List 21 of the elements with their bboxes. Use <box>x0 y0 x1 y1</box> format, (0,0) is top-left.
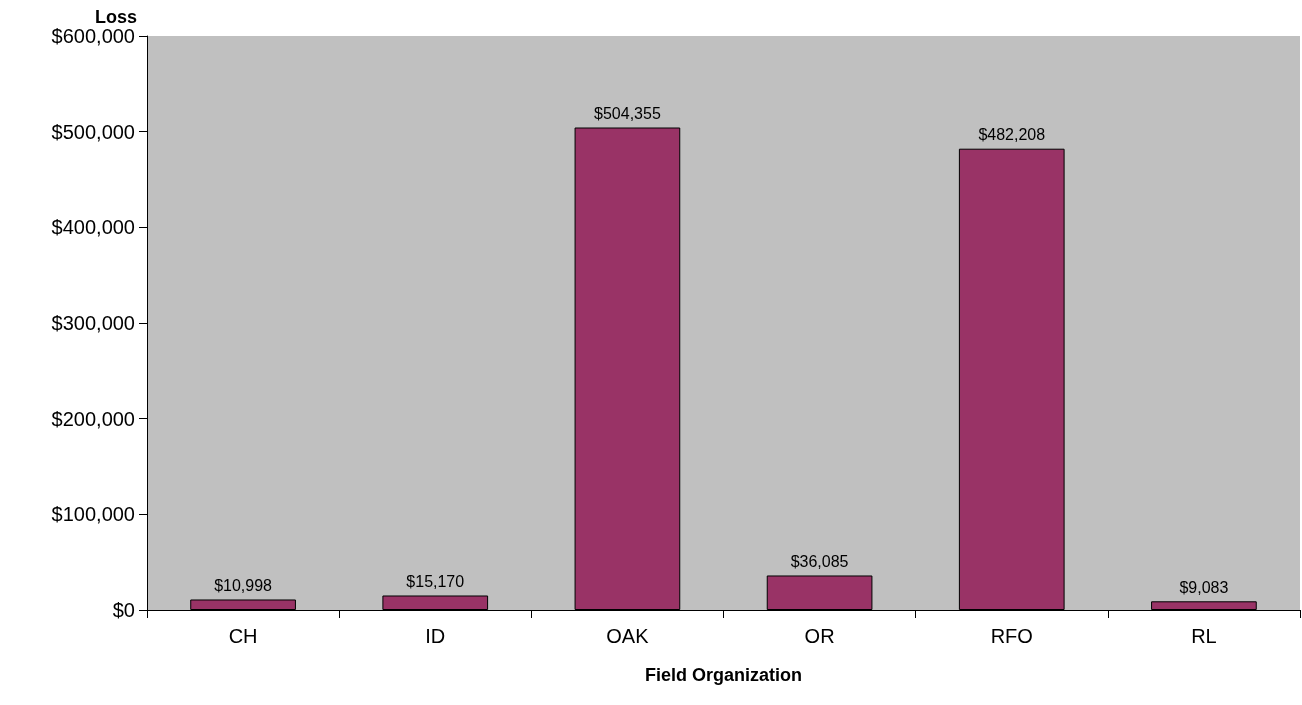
data-label: $15,170 <box>406 572 465 590</box>
y-axis-title: Loss <box>95 7 138 28</box>
data-label: $36,085 <box>790 552 849 570</box>
y-tick-label: $0 <box>112 599 135 621</box>
data-label: $10,998 <box>214 576 273 594</box>
x-tick-label: RFO <box>990 625 1033 647</box>
x-tick-label: OAK <box>606 625 650 647</box>
x-tick-label: OR <box>804 625 835 647</box>
x-tick-label: CH <box>228 625 258 647</box>
y-tick-label: $200,000 <box>51 407 135 430</box>
x-tick-label: ID <box>425 625 446 647</box>
y-tick-label: $300,000 <box>51 312 135 334</box>
y-tick-label: $400,000 <box>51 216 135 239</box>
data-label: $9,083 <box>1179 578 1229 596</box>
data-label: $482,208 <box>978 126 1046 144</box>
y-tick-label: $100,000 <box>51 503 135 526</box>
y-tick-label: $600,000 <box>51 25 135 47</box>
y-tick-label: $500,000 <box>51 120 135 143</box>
x-tick-label: RL <box>1191 625 1217 647</box>
x-axis-title: Field Organization <box>644 665 803 685</box>
data-label: $504,355 <box>594 105 661 122</box>
